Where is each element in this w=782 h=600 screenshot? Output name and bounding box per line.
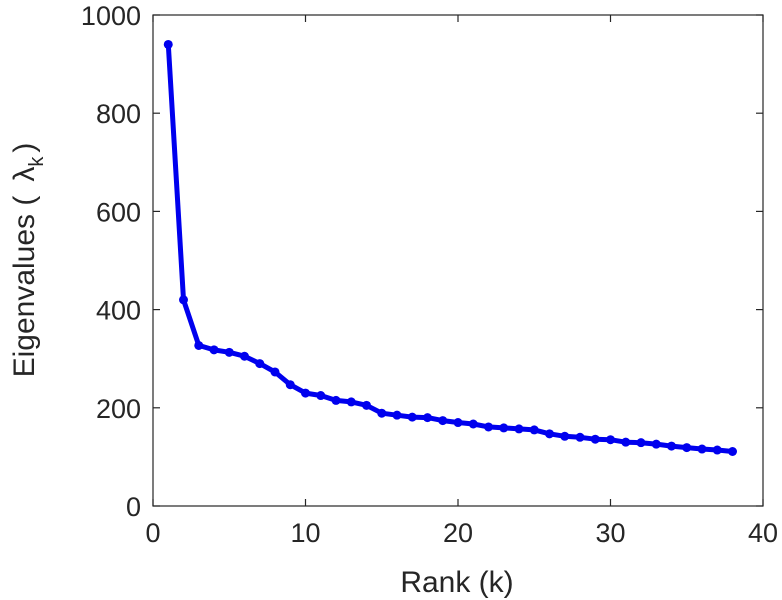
data-point [636,438,646,448]
data-point [438,416,448,426]
series-line [165,42,735,454]
y-tick-label: 1000 [81,1,141,31]
data-point [270,367,280,377]
data-point [194,340,204,350]
data-point [697,444,707,454]
data-point [468,419,478,429]
data-point [545,429,554,439]
data-point [606,435,615,445]
y-axis-title-symbol: λ [8,167,41,182]
data-point [331,395,341,405]
data-point [362,400,371,410]
axis-ticks [152,14,764,507]
data-point [224,347,234,357]
data-point [179,295,188,305]
data-point [651,439,661,449]
x-tick-label: 40 [748,518,778,548]
data-point [255,359,265,369]
y-tick-label: 0 [126,492,141,522]
data-point [560,431,570,441]
data-point [590,434,600,444]
data-point [621,437,631,447]
plot-area [152,14,764,507]
x-tick-label: 20 [443,518,473,548]
data-point [316,391,326,401]
y-axis-title-suffix: ) [8,143,41,153]
x-axis-title: Rank (k) [400,566,513,599]
series-markers [163,39,737,456]
y-tick-label: 400 [96,296,141,326]
y-axis-title-prefix: Eigenvalues ( [8,196,41,378]
data-point [453,418,463,428]
data-point [377,408,387,418]
y-tick-label: 200 [96,394,141,424]
data-point [423,413,432,423]
data-point [499,423,509,433]
data-point [667,441,676,451]
x-tick-label: 0 [145,518,160,548]
data-point [728,446,737,456]
data-point [712,445,722,455]
data-point [529,425,539,435]
x-tick-label: 30 [595,518,625,548]
data-point [514,424,524,434]
y-tick-label: 600 [96,197,141,227]
data-point [240,351,249,361]
data-point [209,345,219,355]
x-tick-label: 10 [290,518,320,548]
data-point [575,432,585,442]
data-point [407,412,417,422]
data-point [301,388,310,398]
data-point [484,422,493,432]
y-axis-title-subscript: k [26,156,48,167]
y-axis-title: Eigenvalues ( λk) [8,143,48,378]
y-tick-label: 800 [96,99,141,129]
data-point [682,443,692,453]
data-point [163,39,173,49]
data-point [346,397,356,407]
data-point [392,410,402,420]
data-point [285,380,295,390]
